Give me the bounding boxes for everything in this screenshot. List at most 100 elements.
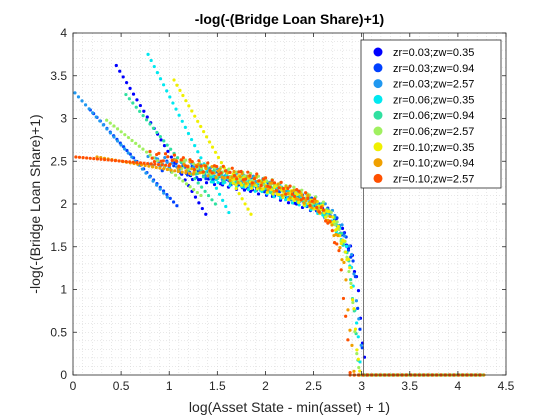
data-point [190, 167, 194, 171]
data-point [242, 188, 247, 192]
data-point [206, 174, 210, 178]
data-point [166, 149, 170, 153]
data-point [140, 167, 145, 171]
data-point [189, 137, 194, 142]
data-point [193, 177, 197, 181]
data-point [172, 153, 177, 157]
data-point [333, 223, 337, 227]
data-point [346, 248, 351, 252]
data-point [153, 162, 157, 166]
data-point [359, 343, 363, 347]
data-point [184, 182, 189, 186]
data-point [321, 208, 326, 212]
data-point [216, 181, 220, 185]
data-point [335, 242, 339, 246]
data-point [74, 155, 78, 159]
data-point [130, 138, 134, 143]
data-point [148, 153, 152, 157]
data-point [319, 205, 323, 210]
data-point [282, 189, 286, 193]
data-point [360, 346, 364, 350]
data-point [270, 181, 274, 185]
data-point [199, 164, 203, 168]
data-point [188, 167, 192, 171]
data-point [357, 317, 361, 321]
y-tick-label: 3.5 [50, 69, 67, 83]
data-point [275, 189, 279, 193]
data-point [218, 167, 222, 171]
legend-marker [373, 63, 383, 73]
data-point [141, 114, 145, 118]
data-point [213, 202, 218, 206]
data-point [264, 176, 268, 180]
data-point [83, 103, 88, 107]
data-point [230, 175, 234, 180]
data-point [336, 224, 341, 229]
data-point [353, 327, 358, 331]
data-point [201, 170, 205, 174]
data-point [269, 188, 274, 192]
y-tick-label: 2.5 [50, 154, 67, 168]
data-point [342, 234, 347, 238]
data-point [221, 179, 226, 183]
data-point [265, 190, 269, 194]
data-point [85, 156, 89, 160]
data-point [302, 201, 306, 205]
data-point [94, 115, 98, 119]
legend-marker [373, 126, 383, 136]
data-point [112, 124, 116, 128]
data-point [151, 179, 155, 183]
data-point [192, 170, 196, 174]
y-axis-label: -log(-(Bridge Loan Share)+1) [27, 114, 43, 293]
data-point [256, 174, 261, 178]
data-point [88, 156, 92, 160]
data-point [158, 166, 162, 170]
data-point [336, 233, 340, 238]
data-point [317, 210, 321, 214]
legend-label: zr=0.06;zw=2.57 [393, 126, 474, 138]
data-point [352, 307, 356, 311]
legend-label: zr=0.03;zw=0.35 [393, 47, 474, 59]
data-point [103, 158, 107, 162]
data-point [199, 124, 203, 129]
data-point [349, 278, 353, 282]
data-point [231, 181, 235, 185]
legend-marker [373, 94, 383, 104]
data-point [240, 197, 244, 201]
data-point [332, 219, 336, 223]
data-point [147, 175, 152, 179]
data-point [138, 161, 143, 165]
ticks: 0 0.5 1 1.5 2 2.5 3 3.5 4 4.5 0 0.5 1 1.5 2 2.5 3 3.5 4 [50, 26, 514, 393]
data-point [114, 63, 118, 68]
data-point [184, 169, 188, 173]
data-point [355, 348, 359, 352]
data-point [177, 176, 181, 180]
data-point [77, 155, 82, 159]
data-point [340, 258, 344, 262]
data-point [121, 75, 125, 79]
data-point [346, 257, 350, 261]
data-point [280, 193, 284, 197]
data-point [160, 163, 164, 167]
data-point [290, 201, 295, 205]
data-point [268, 185, 272, 189]
data-point [292, 185, 296, 189]
data-point [130, 155, 134, 159]
data-point [125, 148, 129, 153]
legend-marker [373, 79, 383, 89]
data-point [328, 214, 332, 219]
data-point [356, 357, 360, 361]
data-point [196, 150, 200, 154]
data-point [73, 91, 77, 95]
x-tick-label: 3.5 [401, 379, 418, 393]
data-point [154, 165, 158, 170]
data-point [149, 162, 153, 166]
data-point [184, 158, 188, 162]
data-point [304, 198, 308, 203]
data-point [123, 133, 127, 137]
data-point [188, 158, 192, 162]
data-point [193, 195, 198, 199]
data-point [128, 86, 132, 90]
data-point [208, 169, 212, 173]
